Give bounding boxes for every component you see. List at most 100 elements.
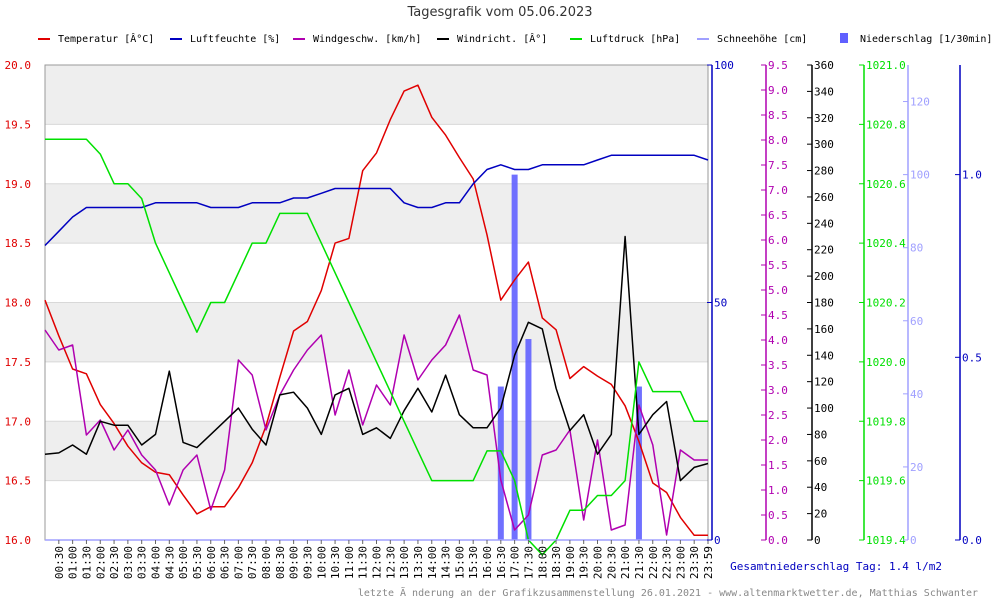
y-tick-temperature: 20.0 <box>5 59 32 72</box>
x-tick-label: 08:00 <box>260 546 273 579</box>
axis-windgeschw-label: 8.0 <box>768 134 788 147</box>
axis-windricht-label: 80 <box>814 428 827 441</box>
x-tick-label: 07:00 <box>232 546 245 579</box>
precipitation-bar <box>525 339 532 540</box>
legend-label: Niederschlag [1/30min] <box>860 34 992 45</box>
y-tick-temperature: 17.0 <box>5 415 32 428</box>
x-tick-label: 00:30 <box>53 546 66 579</box>
axis-windgeschw-label: 0.5 <box>768 509 788 522</box>
axis-windgeschw-label: 0.0 <box>768 534 788 547</box>
axis-windgeschw-label: 1.0 <box>768 484 788 497</box>
x-tick-label: 09:00 <box>288 546 301 579</box>
x-tick-label: 02:30 <box>108 546 121 579</box>
axis-luftdruck-label: 1020.4 <box>866 237 906 250</box>
chart-title: Tagesgrafik vom 05.06.2023 <box>406 5 592 20</box>
precipitation-bar <box>635 386 642 540</box>
legend-label: Luftdruck [hPa] <box>590 34 680 45</box>
x-tick-label: 20:00 <box>592 546 605 579</box>
x-tick-label: 05:30 <box>191 546 204 579</box>
axis-niederschlag-label: 1.0 <box>962 169 982 182</box>
axis-windricht-label: 100 <box>814 402 834 415</box>
x-tick-label: 10:00 <box>315 546 328 579</box>
x-tick-label: 16:30 <box>495 546 508 579</box>
series-line-luftdruck <box>45 138 708 556</box>
x-tick-label: 04:00 <box>150 546 163 579</box>
axis-windricht-label: 40 <box>814 481 827 494</box>
axis-luftfeuchte-label: 100 <box>714 59 734 72</box>
axis-windgeschw-label: 3.5 <box>768 359 788 372</box>
axis-windgeschw-label: 6.0 <box>768 234 788 247</box>
y-tick-temperature: 17.5 <box>5 356 32 369</box>
x-tick-label: 10:30 <box>329 546 342 579</box>
x-tick-label: 03:30 <box>136 546 149 579</box>
x-tick-label: 22:00 <box>647 546 660 579</box>
axis-windricht-label: 180 <box>814 297 834 310</box>
x-tick-label: 21:00 <box>619 546 632 579</box>
x-tick-label: 23:30 <box>688 546 701 579</box>
axis-windricht-label: 160 <box>814 323 834 336</box>
axis-luftdruck-label: 1019.4 <box>866 534 906 547</box>
series-line-temperatur <box>44 84 708 537</box>
axis-schneehhe-label: 60 <box>910 315 923 328</box>
x-tick-label: 07:30 <box>246 546 259 579</box>
y-tick-temperature: 19.5 <box>5 118 32 131</box>
x-tick-label: 06:00 <box>205 546 218 579</box>
x-tick-label: 06:30 <box>219 546 232 579</box>
axis-windricht-label: 340 <box>814 85 834 98</box>
x-tick-label: 13:00 <box>398 546 411 579</box>
y-tick-temperature: 18.0 <box>5 297 32 310</box>
axis-luftdruck-label: 1019.8 <box>866 415 906 428</box>
axis-windgeschw-label: 3.0 <box>768 384 788 397</box>
y-tick-temperature: 16.0 <box>5 534 32 547</box>
axis-schneehhe-label: 0 <box>910 534 917 547</box>
total-precipitation: Gesamtniederschlag Tag: 1.4 l/m2 <box>730 560 942 573</box>
legend-label: Windgeschw. [km/h] <box>313 34 421 45</box>
axis-windgeschw-label: 2.0 <box>768 434 788 447</box>
axis-windgeschw-label: 7.0 <box>768 184 788 197</box>
x-tick-label: 21:30 <box>633 546 646 579</box>
axis-windricht-label: 0 <box>814 534 821 547</box>
y-tick-temperature: 19.0 <box>5 178 32 191</box>
axis-windricht-label: 220 <box>814 244 834 257</box>
x-tick-label: 08:30 <box>274 546 287 579</box>
axis-windgeschw-label: 6.5 <box>768 209 788 222</box>
x-tick-label: 01:00 <box>67 546 80 579</box>
axis-windgeschw-label: 8.5 <box>768 109 788 122</box>
x-tick-label: 11:30 <box>357 546 370 579</box>
x-tick-label: 12:30 <box>384 546 397 579</box>
x-tick-label: 17:00 <box>509 546 522 579</box>
axis-windgeschw-label: 1.5 <box>768 459 788 472</box>
x-tick-label: 18:00 <box>536 546 549 579</box>
axis-windricht-label: 280 <box>814 165 834 178</box>
axes: 16.0 16.5 17.0 17.5 18.0 18.5 19.0 19.5 20.0 00:3… <box>5 59 982 579</box>
x-tick-label: 23:59 <box>702 546 715 579</box>
x-tick-label: 03:00 <box>122 546 135 579</box>
axis-windgeschw-label: 2.5 <box>768 409 788 422</box>
legend-label: Schneehöhe [cm] <box>717 34 807 45</box>
axis-luftdruck-label: 1020.2 <box>866 297 906 310</box>
x-tick-label: 05:00 <box>177 546 190 579</box>
legend-label: Luftfeuchte [%] <box>190 34 280 45</box>
x-tick-label: 14:30 <box>440 546 453 579</box>
x-tick-label: 15:30 <box>467 546 480 579</box>
x-tick-label: 16:00 <box>481 546 494 579</box>
axis-windgeschw-label: 7.5 <box>768 159 788 172</box>
legend-label: Windricht. [Â°] <box>457 32 547 45</box>
x-tick-label: 20:30 <box>605 546 618 579</box>
legend-swatch <box>840 33 848 43</box>
x-tick-label: 11:00 <box>343 546 356 579</box>
axis-windgeschw-label: 9.0 <box>768 84 788 97</box>
axis-windgeschw-label: 4.5 <box>768 309 788 322</box>
series-line-windgeschw <box>44 314 708 536</box>
axis-luftdruck-label: 1019.6 <box>866 475 906 488</box>
axis-windricht-label: 320 <box>814 112 834 125</box>
axis-schneehhe-label: 80 <box>910 242 923 255</box>
axis-windricht-label: 260 <box>814 191 834 204</box>
axis-windgeschw-label: 9.5 <box>768 59 788 72</box>
legend: Temperatur [Â°C] Luftfeuchte [%] Windgesch… <box>38 32 992 45</box>
axis-schneehhe-label: 20 <box>910 461 923 474</box>
axis-windgeschw-label: 5.5 <box>768 259 788 272</box>
series-line-windricht <box>44 235 709 482</box>
x-tick-label: 09:30 <box>301 546 314 579</box>
